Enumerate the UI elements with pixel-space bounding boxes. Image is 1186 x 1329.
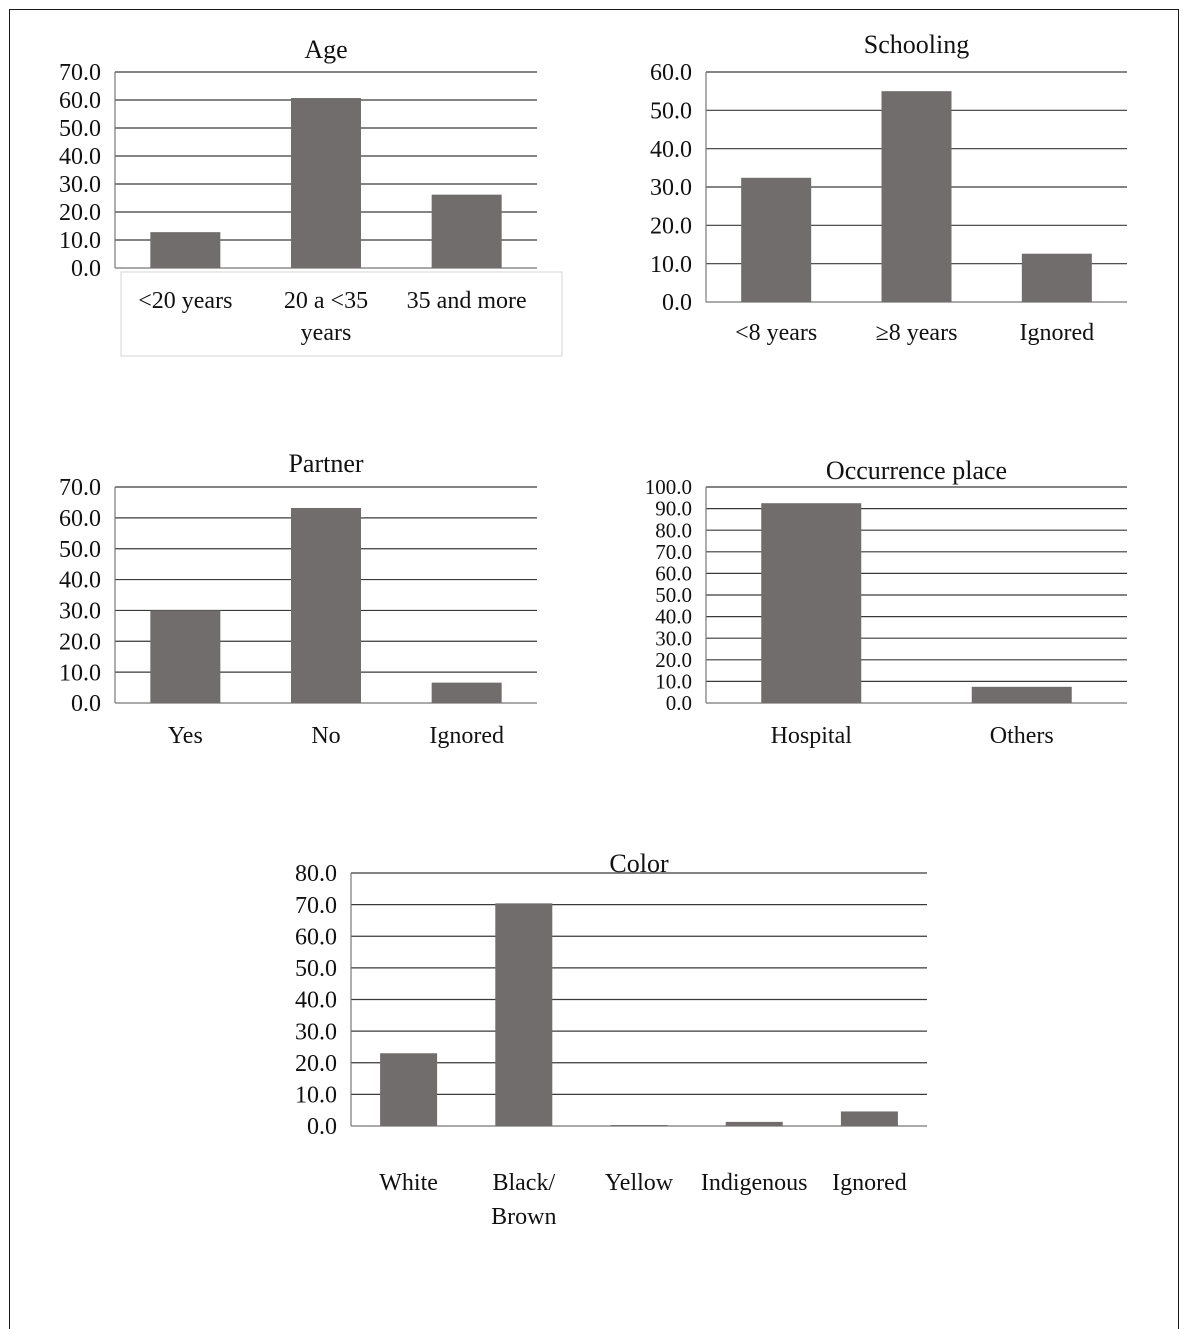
- bar: [431, 682, 502, 703]
- category-label-box: [120, 271, 563, 357]
- chart-title: Occurrence place: [826, 456, 1007, 485]
- y-tick-label: 20.0: [59, 200, 101, 226]
- bar: [840, 1111, 898, 1126]
- bar: [881, 91, 952, 303]
- y-tick-label: 70.0: [295, 893, 337, 919]
- y-tick-label: 0.0: [666, 691, 692, 715]
- bar: [761, 503, 862, 703]
- x-tick-label: Yes: [168, 723, 203, 749]
- y-tick-label: 0.0: [307, 1114, 337, 1140]
- y-tick-label: 30.0: [59, 599, 101, 625]
- y-tick-label: 60.0: [655, 562, 692, 586]
- y-tick-label: 50.0: [295, 956, 337, 982]
- bar: [431, 194, 502, 268]
- y-tick-label: 20.0: [655, 648, 692, 672]
- x-tick-label: No: [311, 723, 340, 749]
- x-tick-label: White: [379, 1170, 438, 1196]
- color-chart: 0.0 10.0 20.0 30.0 40.0 50.0 60.0 70.0 80.0 White…: [295, 849, 927, 1230]
- y-tick-label: 70.0: [59, 475, 101, 501]
- y-tick-label: 70.0: [59, 60, 101, 86]
- y-tick-label: 60.0: [295, 924, 337, 950]
- y-tick-label: 40.0: [655, 605, 692, 629]
- bar: [291, 98, 361, 268]
- bar: [1021, 253, 1092, 302]
- x-tick-label: <20 years: [138, 288, 232, 314]
- y-tick-label: 10.0: [295, 1083, 337, 1109]
- y-tick-label: 40.0: [650, 137, 692, 163]
- bar: [495, 903, 553, 1126]
- bar: [150, 610, 221, 703]
- x-tick-label: <8 years: [735, 320, 817, 346]
- y-tick-label: 50.0: [59, 537, 101, 563]
- y-tick-label: 60.0: [650, 60, 692, 86]
- bar: [291, 507, 361, 703]
- y-tick-label: 60.0: [59, 506, 101, 532]
- bar: [380, 1053, 438, 1126]
- figure-frame: [9, 9, 1179, 1329]
- chart-title: Age: [304, 35, 347, 64]
- y-tick-label: 50.0: [650, 98, 692, 124]
- x-tick-label: Hospital: [771, 723, 853, 749]
- y-tick-label: 40.0: [59, 144, 101, 170]
- y-tick-label: 60.0: [59, 88, 101, 114]
- y-tick-label: 50.0: [59, 116, 101, 142]
- y-tick-label: 20.0: [295, 1051, 337, 1077]
- y-tick-label: 30.0: [650, 175, 692, 201]
- bar: [741, 177, 812, 302]
- y-tick-label: 0.0: [662, 290, 692, 316]
- x-tick-label: Ignored: [1020, 320, 1095, 346]
- x-tick-label: Ignored: [429, 723, 504, 749]
- y-tick-label: 30.0: [59, 172, 101, 198]
- y-tick-label: 70.0: [655, 540, 692, 564]
- y-tick-label: 40.0: [295, 988, 337, 1014]
- bar: [610, 1125, 668, 1126]
- y-tick-label: 20.0: [59, 629, 101, 655]
- schooling-chart: 0.0 10.0 20.0 30.0 40.0 50.0 60.0 <8 years ≥8 ye…: [650, 30, 1127, 346]
- occurrence-place-chart: 0.010.020.030.040.050.060.070.080.090.01…: [645, 456, 1127, 749]
- y-tick-label: 30.0: [295, 1019, 337, 1045]
- y-tick-label: 40.0: [59, 568, 101, 594]
- x-tick-label: 35 and more: [407, 288, 527, 314]
- y-tick-label: 0.0: [71, 256, 101, 282]
- x-tick-label: ≥8 years: [876, 320, 958, 346]
- y-tick-label: 10.0: [59, 228, 101, 254]
- y-tick-label: 0.0: [71, 691, 101, 717]
- y-tick-label: 30.0: [655, 626, 692, 650]
- y-tick-label: 10.0: [655, 670, 692, 694]
- x-tick-label: Black/Brown: [491, 1170, 556, 1230]
- y-tick-label: 10.0: [59, 660, 101, 686]
- y-tick-label: 10.0: [650, 252, 692, 278]
- y-tick-label: 80.0: [655, 518, 692, 542]
- partner-chart: 0.0 10.0 20.0 30.0 40.0 50.0 60.0 70.0 Yes No Igno…: [59, 449, 537, 749]
- bar: [725, 1121, 783, 1126]
- y-tick-label: 50.0: [655, 583, 692, 607]
- y-tick-label: 80.0: [295, 861, 337, 887]
- bar: [150, 232, 221, 268]
- x-tick-label: Ignored: [832, 1170, 907, 1196]
- bar: [971, 686, 1072, 703]
- x-tick-label: Yellow: [605, 1170, 674, 1196]
- y-tick-label: 20.0: [650, 213, 692, 239]
- x-tick-label: 20 a <35 years: [284, 288, 368, 346]
- x-tick-label: Indigenous: [701, 1170, 808, 1196]
- y-tick-label: 90.0: [655, 497, 692, 521]
- chart-title: Partner: [288, 449, 363, 478]
- age-chart: 0.010.020.030.040.050.060.070.0 <20 years…: [59, 35, 563, 357]
- y-tick-label: 100.0: [645, 475, 692, 499]
- chart-title: Color: [609, 849, 669, 878]
- x-tick-label: Others: [990, 723, 1054, 749]
- chart-title: Schooling: [864, 30, 969, 59]
